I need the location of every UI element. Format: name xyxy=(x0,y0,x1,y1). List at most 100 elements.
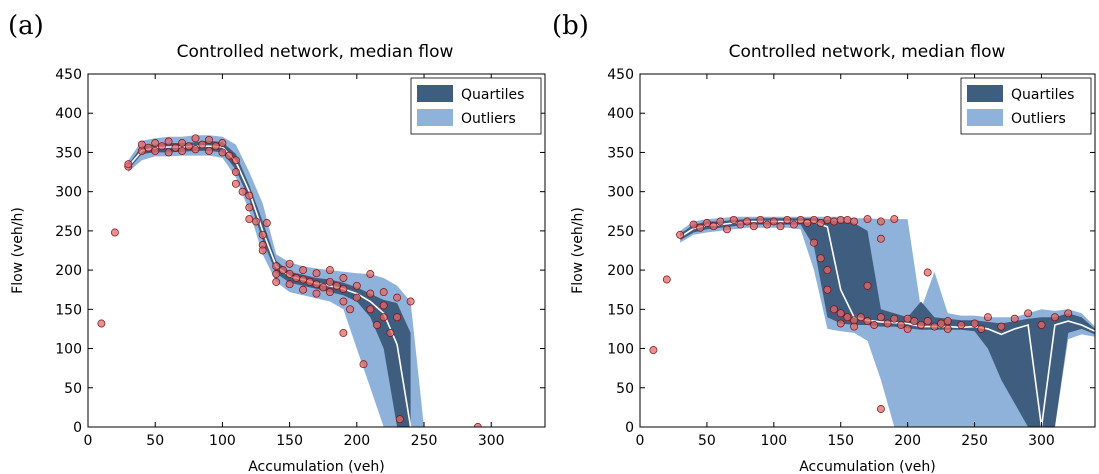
data-point xyxy=(262,219,271,227)
y-tick-label: 450 xyxy=(607,67,634,83)
data-point xyxy=(352,293,361,302)
y-tick-label: 0 xyxy=(73,420,82,436)
data-point xyxy=(325,266,334,275)
data-point xyxy=(97,319,106,328)
panel-label: (b) xyxy=(552,11,589,41)
data-point xyxy=(218,139,227,147)
data-point xyxy=(339,274,348,282)
data-point xyxy=(903,314,912,323)
data-point xyxy=(789,220,798,229)
y-tick-label: 350 xyxy=(607,145,634,161)
data-point xyxy=(749,222,758,231)
chart-panel-b: (b) Controlled network, median flow 0 50 100… xyxy=(549,0,1099,474)
data-point xyxy=(823,285,832,294)
x-tick-label: 100 xyxy=(209,433,236,449)
data-point xyxy=(272,270,281,278)
data-point xyxy=(863,281,872,290)
data-point xyxy=(830,217,838,226)
data-point xyxy=(977,324,986,333)
data-point xyxy=(319,283,328,292)
x-tick-label: 0 xyxy=(84,433,93,449)
data-point xyxy=(756,215,765,224)
data-point xyxy=(863,317,872,326)
data-point xyxy=(876,313,885,322)
x-tick-label: 150 xyxy=(827,433,854,449)
x-tick-label: 250 xyxy=(411,433,438,449)
y-tick-label: 450 xyxy=(55,67,82,83)
data-point xyxy=(716,217,725,226)
data-point xyxy=(676,230,685,239)
data-point xyxy=(850,217,859,226)
data-point xyxy=(843,313,852,322)
y-tick-label: 150 xyxy=(607,302,634,318)
data-point xyxy=(937,319,946,328)
data-point xyxy=(211,142,220,151)
axes-frame xyxy=(639,73,1096,428)
data-point xyxy=(285,280,294,289)
y-tick-label: 150 xyxy=(55,302,82,318)
data-point xyxy=(1050,313,1059,322)
data-point xyxy=(272,262,281,271)
data-point xyxy=(238,187,247,196)
data-point xyxy=(729,215,738,224)
data-point xyxy=(325,277,334,286)
data-point xyxy=(225,151,234,160)
data-point xyxy=(332,281,341,290)
data-point xyxy=(702,219,711,227)
data-point xyxy=(366,289,375,298)
data-point xyxy=(339,284,348,293)
data-point xyxy=(299,275,308,284)
data-point xyxy=(164,148,173,157)
data-point xyxy=(406,297,415,306)
data-point xyxy=(1010,314,1019,323)
data-point xyxy=(366,305,375,314)
data-point xyxy=(178,146,187,155)
data-point xyxy=(352,281,361,290)
legend: Quartiles Outliers xyxy=(410,77,542,135)
data-point xyxy=(836,319,845,328)
data-point xyxy=(205,135,213,144)
data-point xyxy=(743,217,752,226)
data-point xyxy=(258,246,267,255)
data-point xyxy=(970,319,979,328)
data-point xyxy=(299,285,308,294)
data-point xyxy=(231,168,240,177)
data-point xyxy=(346,305,355,314)
y-tick-label: 300 xyxy=(55,185,82,201)
x-tick-label: 100 xyxy=(760,433,787,449)
data-point xyxy=(783,215,792,224)
plot-area xyxy=(97,134,482,427)
data-point xyxy=(696,223,705,232)
data-point xyxy=(252,217,260,226)
data-point xyxy=(850,322,859,331)
legend: Quartiles Outliers xyxy=(960,77,1092,135)
data-point xyxy=(373,321,381,329)
data-point xyxy=(191,145,200,154)
data-point xyxy=(110,228,119,237)
x-tick-label: 250 xyxy=(961,433,988,449)
data-point xyxy=(943,324,952,333)
chart-panel-a: (a) Controlled network, median flow 0 50 100… xyxy=(8,11,546,474)
data-point xyxy=(359,360,368,369)
data-point xyxy=(386,328,395,337)
data-point xyxy=(923,268,932,277)
data-point xyxy=(883,319,892,328)
data-point xyxy=(1037,321,1046,329)
legend-label: Outliers xyxy=(461,111,516,127)
x-tick-label: 50 xyxy=(146,433,164,449)
x-tick-label: 300 xyxy=(1028,433,1055,449)
y-tick-label: 400 xyxy=(607,106,634,122)
data-point xyxy=(923,317,932,326)
data-point xyxy=(393,293,402,302)
data-point xyxy=(151,139,160,147)
y-tick-label: 400 xyxy=(55,106,82,122)
data-point xyxy=(876,405,885,413)
chart-title: Controlled network, median flow xyxy=(177,42,454,62)
data-point xyxy=(876,217,885,226)
x-tick-label: 200 xyxy=(894,433,921,449)
data-point xyxy=(910,317,919,326)
data-point xyxy=(171,143,180,152)
data-point xyxy=(997,322,1006,331)
data-point xyxy=(1064,309,1073,318)
chart-title: Controlled network, median flow xyxy=(729,42,1006,62)
